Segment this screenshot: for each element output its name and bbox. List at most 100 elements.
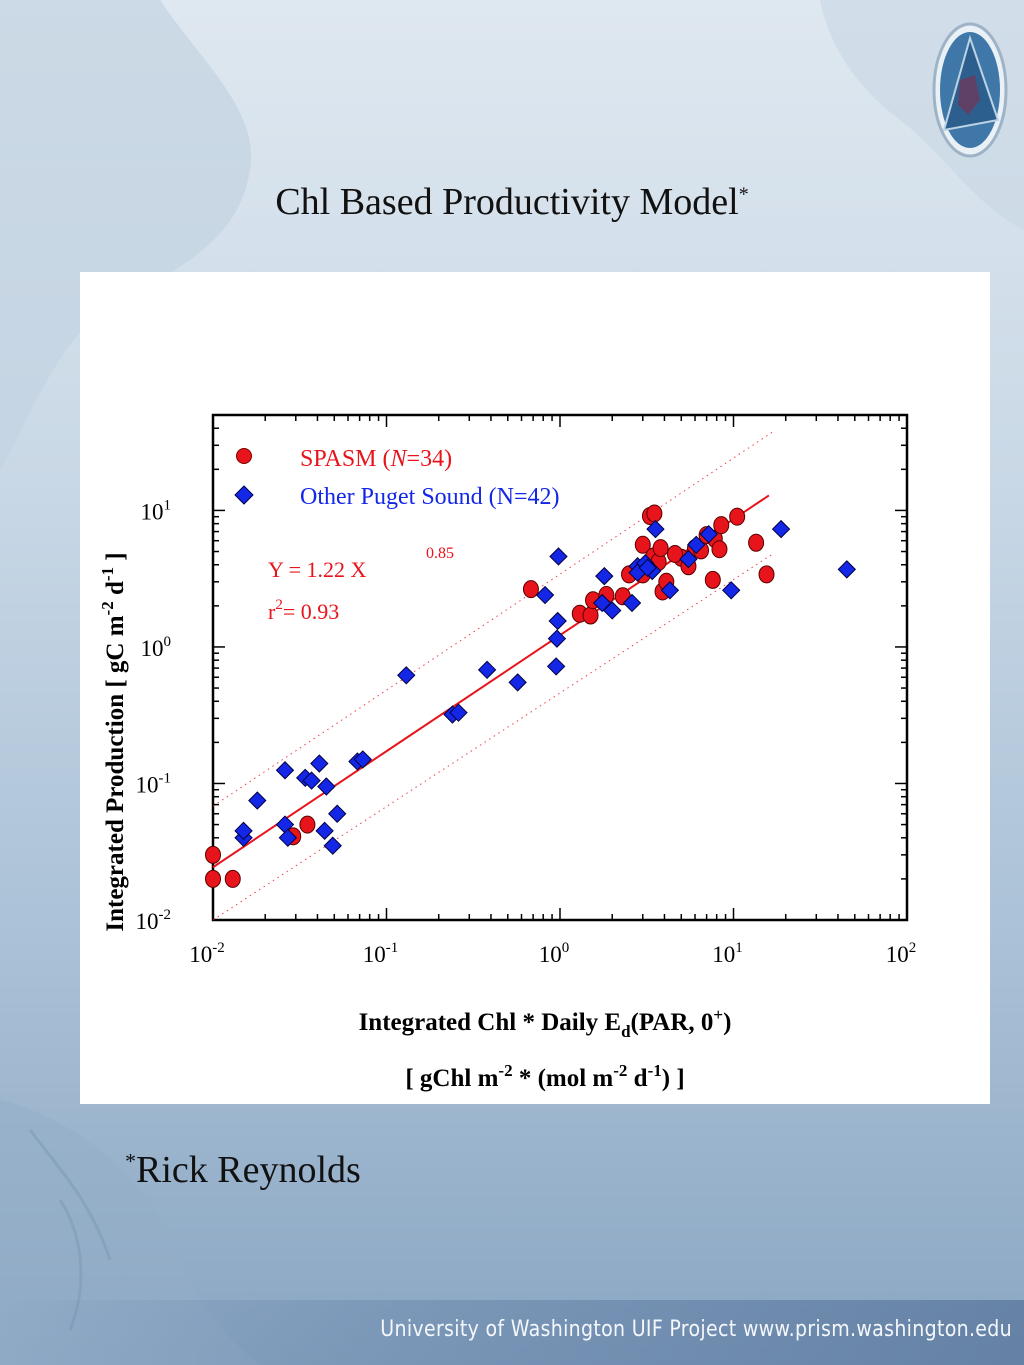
y-tick-label: 100 — [141, 634, 172, 661]
puget-sound-point — [699, 524, 718, 544]
puget-sound-point — [248, 791, 267, 810]
puget-sound-point — [547, 629, 567, 648]
spasm-point — [522, 580, 539, 599]
x-axis-label-line1: Integrated Chl * Daily Ed(PAR, 0+) — [359, 1005, 732, 1041]
puget-sound-point — [687, 535, 706, 555]
x-axis-label-line2: [ gChl m-2 * (mol m-2 d-1) ] — [405, 1061, 684, 1092]
x-tick-labels: 10-2 10-1 100 101 102 — [189, 940, 916, 967]
title-footnote-marker: * — [738, 183, 749, 206]
puget-sound-point — [646, 519, 665, 539]
y-tick-label-base: 10 — [136, 909, 159, 934]
footnote: *Rick Reynolds — [125, 1148, 361, 1192]
x-tick-label-exponent: 1 — [735, 940, 743, 956]
legend-spasm-label: SPASM (N=34) — [300, 446, 452, 472]
y-tick-label-base: 10 — [136, 772, 159, 797]
puget-sound-point — [275, 761, 295, 780]
legend-spasm-marker — [236, 448, 252, 464]
spasm-point — [634, 535, 651, 554]
y-tick-label-base: 10 — [141, 636, 164, 661]
legend-puget-marker — [234, 485, 254, 505]
puget-sound-point — [317, 777, 336, 796]
puget-sound-point — [323, 836, 342, 855]
x-tick-label-base: 10 — [189, 942, 212, 967]
spasm-point — [748, 533, 765, 552]
spasm-point — [299, 815, 316, 834]
spasm-point — [582, 606, 599, 625]
x-tick-label-exponent: 2 — [909, 940, 917, 956]
spasm-point — [704, 570, 721, 589]
x-tick-label: 100 — [539, 940, 570, 967]
fit-exponent: 0.85 — [426, 545, 454, 562]
slide-title-text: Chl Based Productivity Model — [275, 181, 739, 223]
puget-sound-point — [234, 821, 253, 841]
prism-logo — [932, 22, 1008, 158]
x-tick-label-exponent: -2 — [212, 940, 225, 956]
puget-sound-point — [638, 558, 657, 578]
slide-title: Chl Based Productivity Model* — [0, 180, 1024, 224]
puget-sound-point — [546, 657, 566, 676]
puget-sound-point — [595, 566, 614, 586]
x-tick-label-base: 10 — [712, 942, 735, 967]
y-tick-label: 10-2 — [136, 907, 172, 934]
puget-sound-point — [548, 611, 567, 631]
puget-sound-point — [837, 560, 857, 579]
puget-sound-point — [477, 660, 497, 680]
puget-sound-point — [508, 673, 527, 692]
spasm-point — [224, 869, 241, 888]
spasm-point — [205, 869, 221, 888]
x-tick-label: 102 — [886, 940, 917, 967]
upper-band-line — [212, 430, 774, 807]
fit-equation: Y = 1.22 X — [268, 557, 366, 582]
y-tick-label-base: 10 — [141, 499, 164, 524]
x-tick-label: 101 — [712, 940, 743, 967]
y-axis-label: Integrated Production [ gC m-2 d-1 ] — [98, 552, 129, 931]
footer-bar — [0, 1300, 1024, 1365]
spasm-point — [205, 845, 221, 864]
puget-sound-point — [622, 593, 642, 613]
legend-puget-label: Other Puget Sound (N=42) — [300, 484, 560, 510]
spasm-point — [713, 516, 730, 535]
puget-sound-point — [328, 804, 347, 823]
x-tick-label-exponent: 0 — [562, 940, 570, 956]
plot-area — [205, 413, 909, 922]
puget-sound-point — [679, 549, 698, 569]
puget-sound-point — [535, 585, 555, 605]
minor-ticks — [212, 414, 908, 921]
puget-sound-point — [315, 821, 334, 841]
x-tick-label-base: 10 — [886, 942, 909, 967]
spasm-point — [758, 565, 775, 584]
spasm-point — [646, 504, 663, 523]
puget-sound-point — [721, 581, 741, 600]
spasm-point — [729, 507, 746, 526]
x-tick-label-base: 10 — [539, 942, 562, 967]
spasm-point — [666, 544, 683, 563]
y-tick-label-exponent: 0 — [164, 634, 172, 650]
y-tick-label: 101 — [141, 497, 172, 524]
fit-annotation: Y = 1.22 X 0.85 r2= 0.93 — [268, 545, 454, 624]
spasm-point — [652, 539, 669, 558]
puget-sound-point — [278, 828, 298, 848]
x-tick-label-exponent: -1 — [386, 940, 399, 956]
x-tick-label-base: 10 — [363, 942, 386, 967]
y-tick-label-exponent: -1 — [159, 770, 172, 786]
y-tick-label-exponent: 1 — [164, 497, 172, 513]
spasm-point — [711, 540, 728, 559]
y-tick-label-exponent: -2 — [159, 907, 172, 923]
x-tick-label: 10-1 — [363, 940, 399, 967]
footer-credit: University of Washington UIF Project www… — [380, 1316, 1012, 1342]
puget-sound-point — [549, 547, 568, 566]
fit-r2: r2= 0.93 — [268, 597, 339, 624]
y-tick-label: 10-1 — [136, 770, 172, 797]
footnote-text: Rick Reynolds — [136, 1149, 361, 1191]
legend: SPASM (N=34) Other Puget Sound (N=42) — [234, 446, 560, 510]
puget-sound-point — [603, 601, 622, 620]
points-layer — [205, 504, 857, 888]
puget-sound-point — [660, 581, 680, 600]
chart-panel: 10-2 10-1 100 101 102 10-2 10-1 100 101 SPASM (… — [80, 272, 990, 1104]
footnote-marker: * — [125, 1148, 136, 1174]
x-tick-label: 10-2 — [189, 940, 225, 967]
puget-sound-point — [771, 519, 791, 539]
puget-sound-point — [353, 750, 372, 769]
